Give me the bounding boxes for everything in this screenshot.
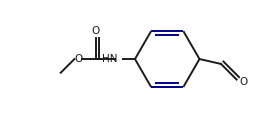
- Text: O: O: [74, 54, 82, 64]
- Text: O: O: [92, 26, 100, 36]
- Text: HN: HN: [102, 54, 117, 64]
- Text: O: O: [239, 76, 247, 86]
